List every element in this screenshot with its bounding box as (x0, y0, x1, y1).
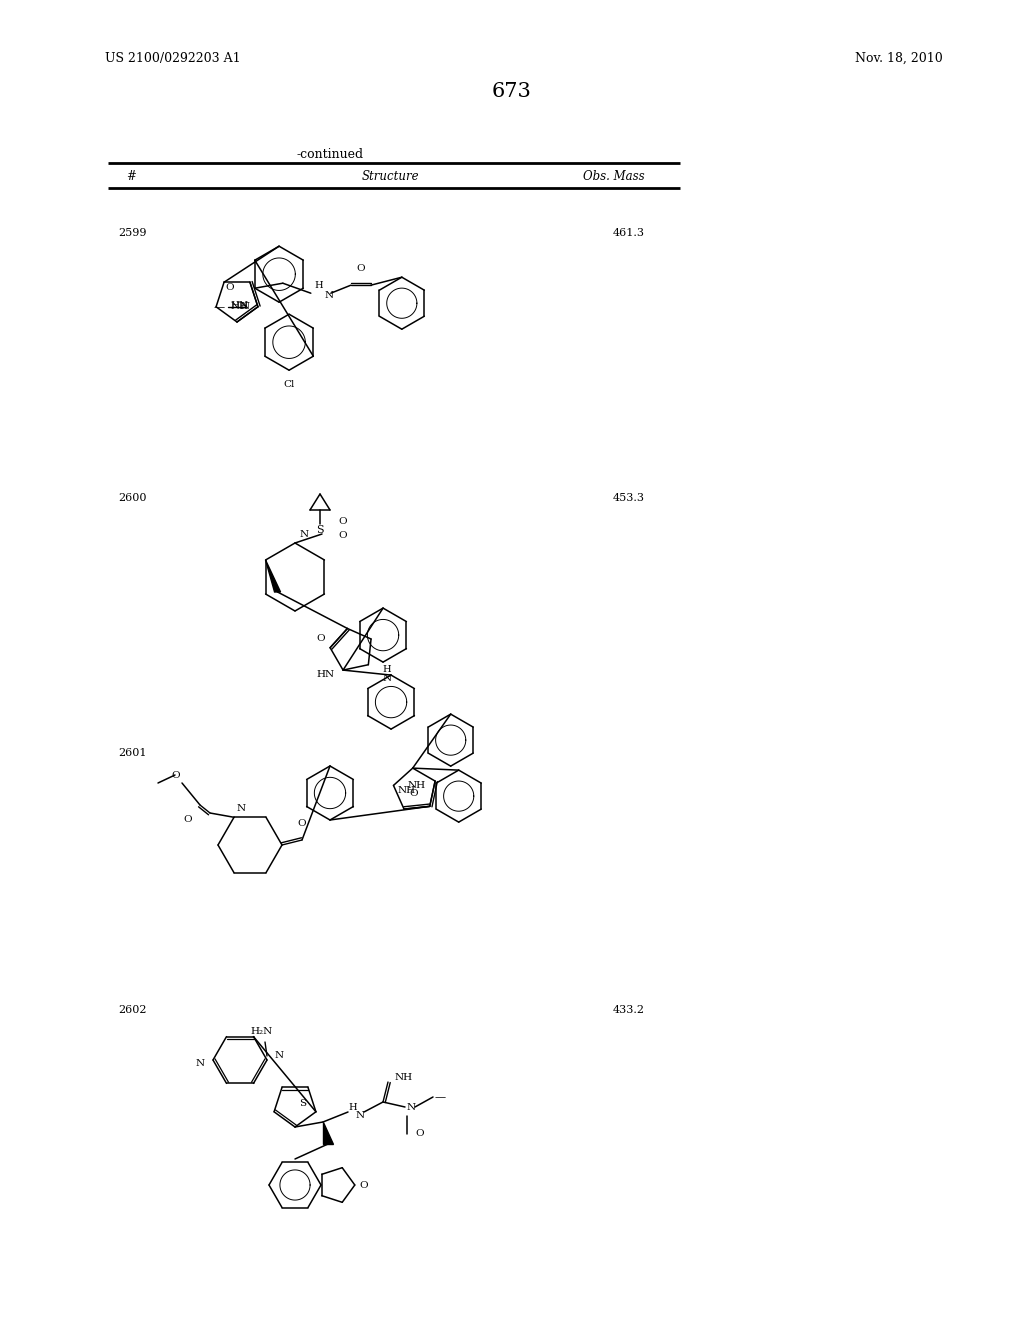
Text: O: O (298, 818, 306, 828)
Text: —: — (214, 302, 225, 312)
Text: 461.3: 461.3 (613, 228, 645, 238)
Text: O: O (410, 789, 419, 799)
Text: Cl: Cl (284, 380, 295, 389)
Text: Nov. 18, 2010: Nov. 18, 2010 (855, 51, 943, 65)
Text: NH: NH (408, 781, 426, 789)
Text: O: O (338, 532, 347, 540)
Text: 2601: 2601 (118, 748, 146, 758)
Text: US 2100/0292203 A1: US 2100/0292203 A1 (105, 51, 241, 65)
Text: 2600: 2600 (118, 492, 146, 503)
Text: O: O (356, 264, 366, 273)
Text: NH: NH (398, 785, 416, 795)
Text: H: H (314, 281, 324, 289)
Text: NH: NH (395, 1073, 413, 1082)
Text: N: N (237, 804, 246, 813)
Text: Obs. Mass: Obs. Mass (584, 169, 645, 182)
Text: N: N (241, 302, 250, 312)
Text: O: O (316, 634, 325, 643)
Text: O: O (415, 1130, 424, 1138)
Text: H: H (349, 1102, 357, 1111)
Text: 673: 673 (493, 82, 531, 102)
Text: 453.3: 453.3 (613, 492, 645, 503)
Text: O: O (183, 814, 193, 824)
Text: HN: HN (231, 301, 249, 310)
Text: S: S (316, 525, 324, 535)
Text: HN: HN (316, 669, 334, 678)
Text: N: N (325, 290, 334, 300)
Text: N: N (356, 1111, 366, 1121)
Text: —: — (435, 1092, 446, 1102)
Text: 433.2: 433.2 (613, 1005, 645, 1015)
Text: 2599: 2599 (118, 228, 146, 238)
Text: 2602: 2602 (118, 1005, 146, 1015)
Text: N: N (382, 675, 391, 684)
Text: N: N (196, 1060, 205, 1068)
Text: #: # (126, 169, 136, 182)
Text: H: H (382, 665, 391, 675)
Text: N: N (300, 531, 309, 539)
Text: N: N (407, 1102, 416, 1111)
Polygon shape (323, 1122, 333, 1144)
Text: Structure: Structure (361, 169, 419, 182)
Text: O: O (359, 1180, 369, 1189)
Polygon shape (265, 560, 281, 591)
Text: H₂N: H₂N (251, 1027, 273, 1036)
Text: N: N (275, 1052, 284, 1060)
Text: NH: NH (230, 302, 248, 312)
Text: O: O (225, 282, 233, 292)
Text: S: S (299, 1100, 306, 1109)
Text: O: O (171, 771, 180, 780)
Text: O: O (338, 517, 347, 527)
Text: -continued: -continued (296, 148, 364, 161)
